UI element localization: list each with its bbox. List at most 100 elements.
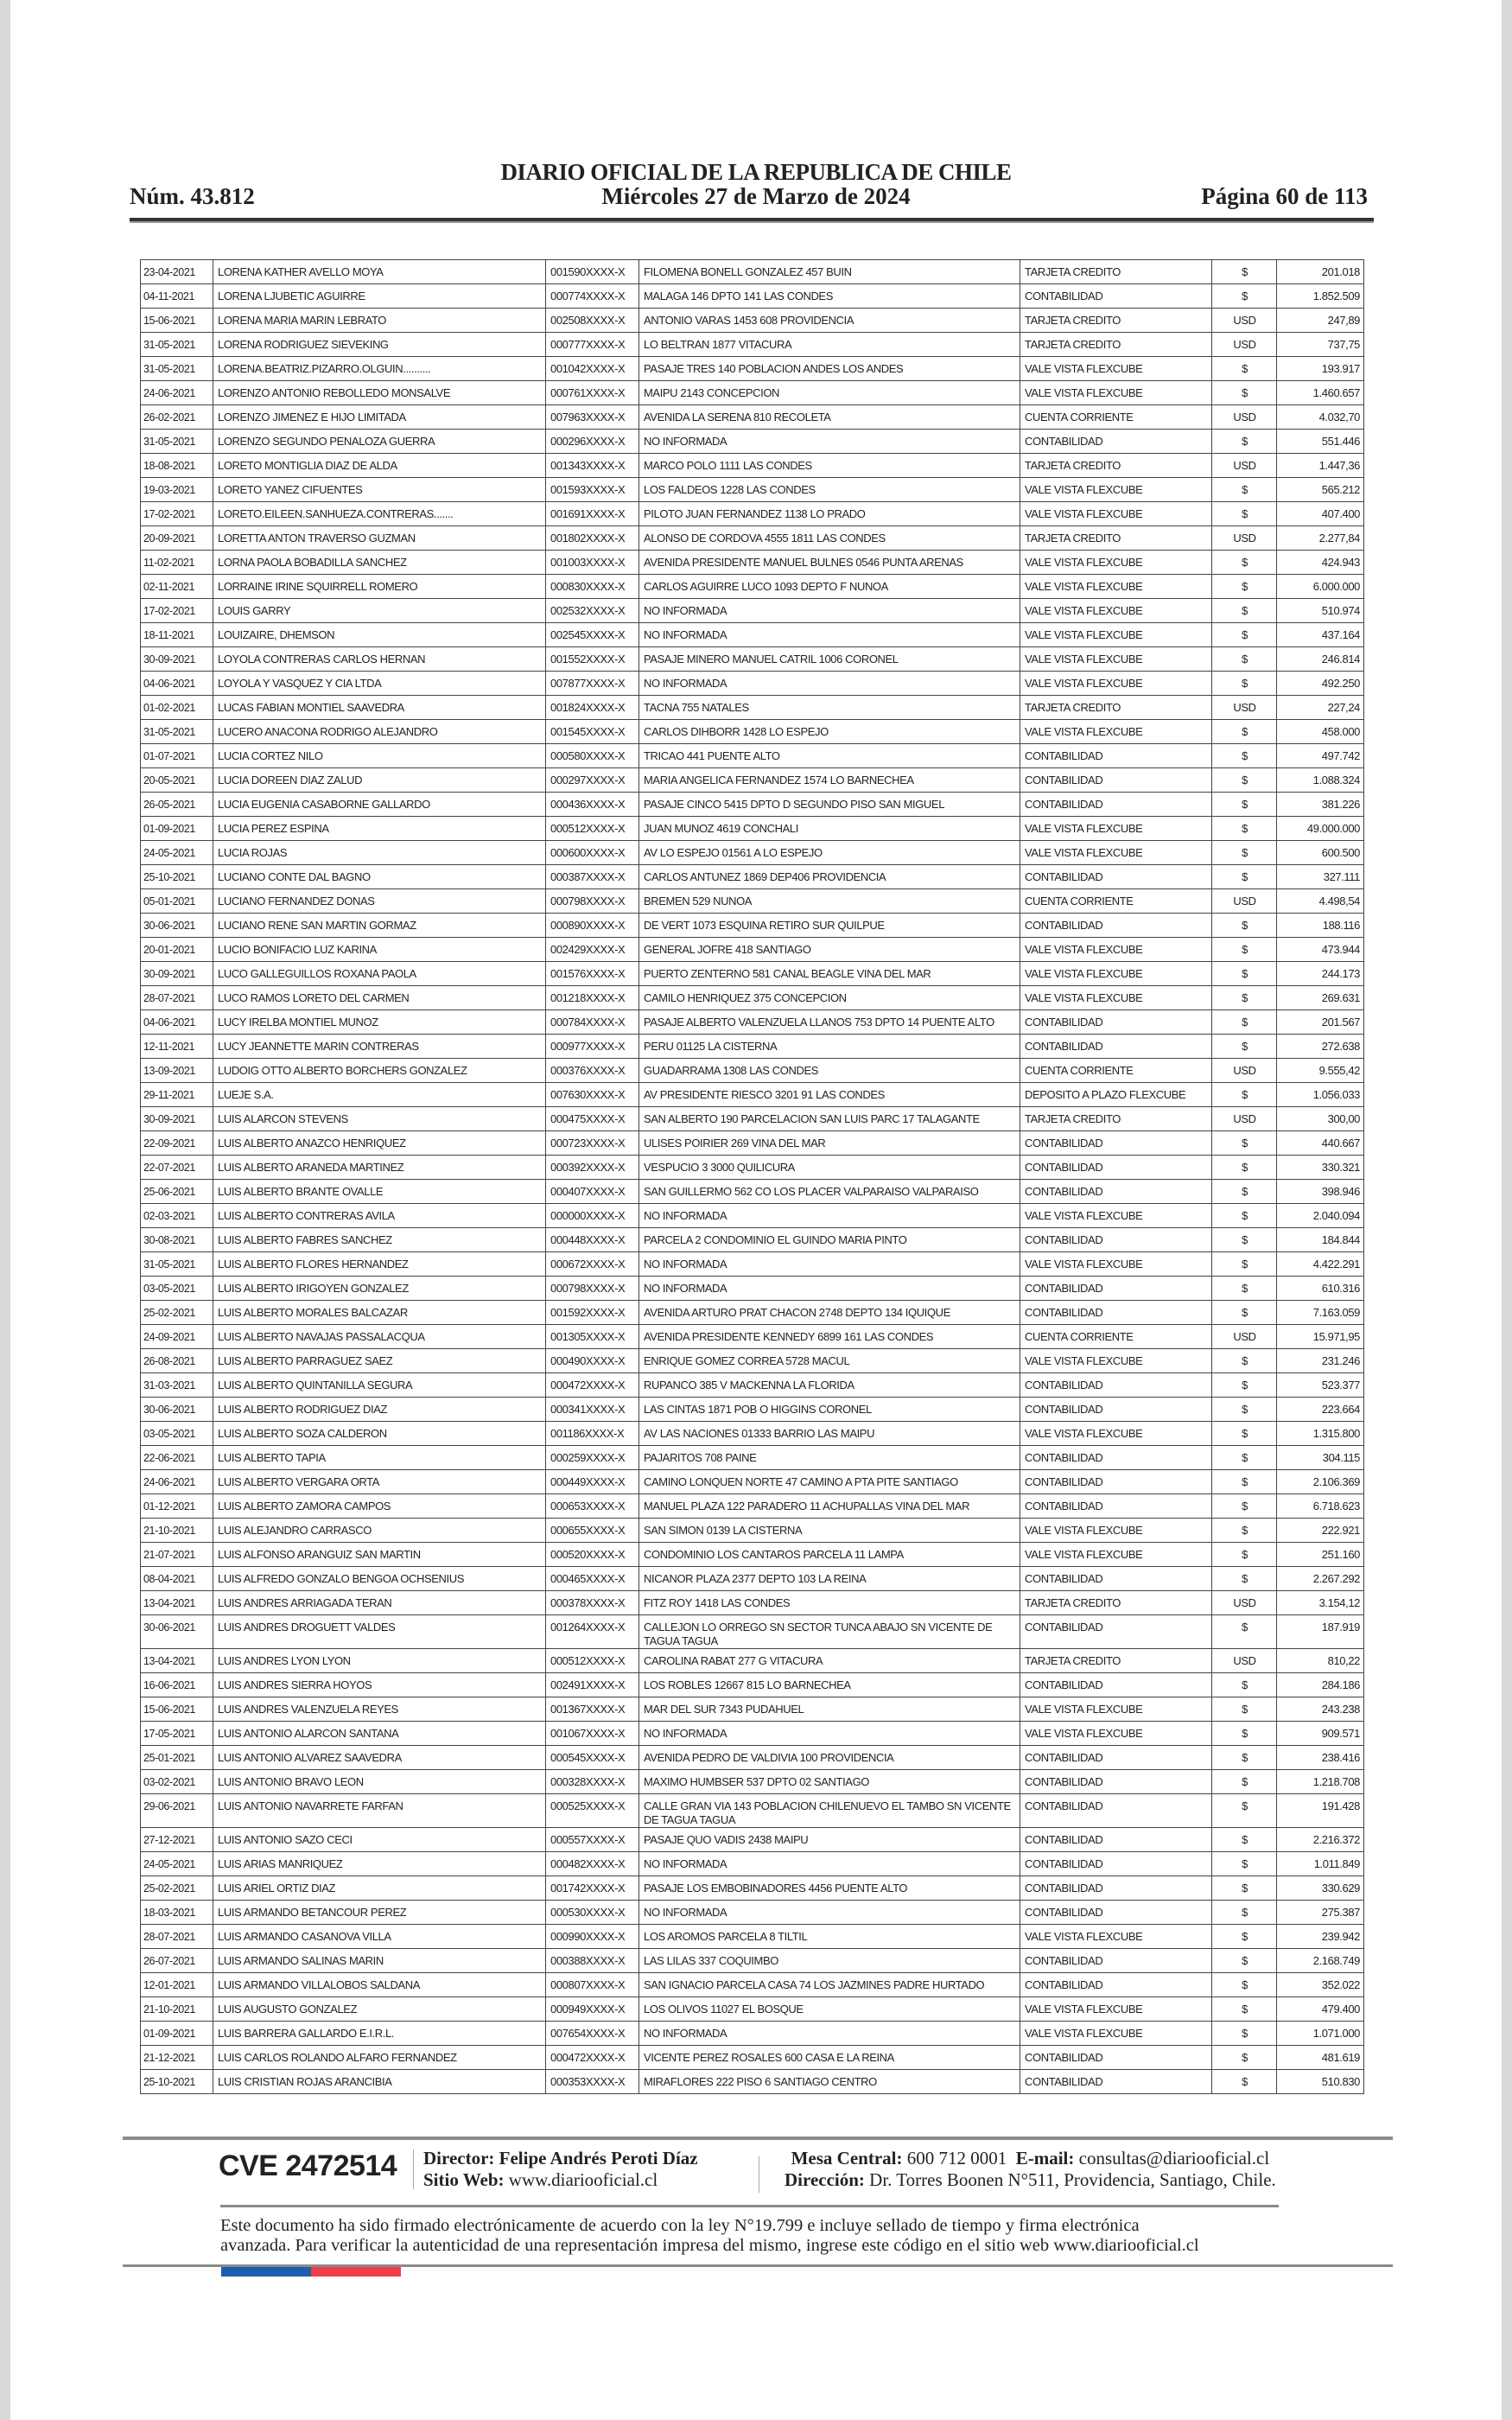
name-cell: LUIS ALBERTO MORALES BALCAZAR (213, 1300, 546, 1325)
address-cell: TACNA 755 NATALES (638, 695, 1020, 720)
address-cell: MAXIMO HUMBSER 537 DPTO 02 SANTIAGO (638, 1769, 1020, 1794)
currency-cell: $ (1211, 864, 1277, 889)
currency-cell: $ (1211, 1155, 1277, 1180)
legal-notice: Este documento ha sido firmado electróni… (220, 2216, 1283, 2256)
date-cell: 25-01-2021 (140, 1745, 213, 1770)
amount-cell: 247,89 (1276, 308, 1364, 333)
email-label: E-mail: (1015, 2148, 1075, 2168)
product-cell: CONTABILIDAD (1020, 1948, 1212, 1973)
currency-cell: $ (1211, 1203, 1277, 1228)
table-row: 01-12-2021 LUIS ALBERTO ZAMORA CAMPOS 0006… (140, 1493, 1364, 1519)
website-link[interactable]: www.diariooficial.cl (508, 2169, 658, 2190)
product-cell: CONTABILIDAD (1020, 1769, 1212, 1794)
name-cell: LUIS ANDRES DROGUETT VALDES (213, 1614, 546, 1649)
currency-cell: $ (1211, 1469, 1277, 1494)
date-cell: 31-05-2021 (140, 719, 213, 744)
name-cell: LUEJE S.A. (213, 1082, 546, 1107)
account-cell: 000600XXXX-X (545, 840, 639, 865)
currency-cell: $ (1211, 913, 1277, 938)
address-cell: PARCELA 2 CONDOMINIO EL GUINDO MARIA PIN… (638, 1227, 1020, 1252)
name-cell: LUCIANO CONTE DAL BAGNO (213, 864, 546, 889)
address-cell: AVENIDA ARTURO PRAT CHACON 2748 DEPTO 13… (638, 1300, 1020, 1325)
currency-cell: $ (1211, 671, 1277, 696)
address-cell: GENERAL JOFRE 418 SANTIAGO (638, 937, 1020, 962)
product-cell: CONTABILIDAD (1020, 429, 1212, 454)
amount-cell: 1.088.324 (1276, 767, 1364, 793)
account-cell: 000407XXXX-X (545, 1179, 639, 1204)
product-cell: CONTABILIDAD (1020, 283, 1212, 309)
date-cell: 31-05-2021 (140, 356, 213, 381)
date-cell: 12-01-2021 (140, 1972, 213, 1997)
name-cell: LUCY IRELBA MONTIEL MUNOZ (213, 1009, 546, 1035)
name-cell: LUIS ALBERTO PARRAGUEZ SAEZ (213, 1348, 546, 1373)
amount-cell: 600.500 (1276, 840, 1364, 865)
name-cell: LUIS ALBERTO FABRES SANCHEZ (213, 1227, 546, 1252)
account-cell: 000798XXXX-X (545, 888, 639, 914)
account-cell: 000545XXXX-X (545, 1745, 639, 1770)
address-cell: MARIA ANGELICA FERNANDEZ 1574 LO BARNECH… (638, 767, 1020, 793)
name-cell: LOUIS GARRY (213, 598, 546, 623)
issue-number: Núm. 43.812 (130, 183, 255, 209)
footer-divider (220, 2205, 1279, 2207)
name-cell: LOYOLA CONTRERAS CARLOS HERNAN (213, 646, 546, 672)
account-cell: 000807XXXX-X (545, 1972, 639, 1997)
address-cell: PERU 01125 LA CISTERNA (638, 1034, 1020, 1059)
account-cell: 000557XXXX-X (545, 1827, 639, 1852)
table-row: 20-01-2021 LUCIO BONIFACIO LUZ KARINA 0024… (140, 937, 1364, 962)
amount-cell: 1.218.708 (1276, 1769, 1364, 1794)
amount-cell: 244.173 (1276, 961, 1364, 986)
account-cell: 001802XXXX-X (545, 525, 639, 551)
product-cell: VALE VISTA FLEXCUBE (1020, 1721, 1212, 1746)
address-cell: PASAJE QUO VADIS 2438 MAIPU (638, 1827, 1020, 1852)
table-row: 31-05-2021 LORENZO SEGUNDO PENALOZA GUERR… (140, 429, 1364, 454)
name-cell: LORETTA ANTON TRAVERSO GUZMAN (213, 525, 546, 551)
email-link[interactable]: consultas@diariooficial.cl (1078, 2148, 1270, 2168)
account-cell: 000653XXXX-X (545, 1493, 639, 1519)
date-cell: 02-03-2021 (140, 1203, 213, 1228)
product-cell: CUENTA CORRIENTE (1020, 1058, 1212, 1083)
amount-cell: 2.106.369 (1276, 1469, 1364, 1494)
date-cell: 11-02-2021 (140, 550, 213, 575)
amount-cell: 1.460.657 (1276, 380, 1364, 405)
currency-cell: $ (1211, 1614, 1277, 1649)
product-cell: VALE VISTA FLEXCUBE (1020, 1421, 1212, 1446)
amount-cell: 15.971,95 (1276, 1324, 1364, 1349)
address-cell: GUADARRAMA 1308 LAS CONDES (638, 1058, 1020, 1083)
product-cell: TARJETA CREDITO (1020, 1106, 1212, 1131)
currency-cell: $ (1211, 743, 1277, 768)
name-cell: LUIS ANTONIO BRAVO LEON (213, 1769, 546, 1794)
currency-cell: $ (1211, 1421, 1277, 1446)
product-cell: VALE VISTA FLEXCUBE (1020, 477, 1212, 502)
amount-cell: 352.022 (1276, 1972, 1364, 1997)
name-cell: LOUIZAIRE, DHEMSON (213, 622, 546, 647)
amount-cell: 251.160 (1276, 1542, 1364, 1567)
address-cell: CAROLINA RABAT 277 G VITACURA (638, 1648, 1020, 1673)
currency-cell: $ (1211, 1130, 1277, 1156)
product-cell: CONTABILIDAD (1020, 1469, 1212, 1494)
address-cell: ENRIQUE GOMEZ CORREA 5728 MACUL (638, 1348, 1020, 1373)
name-cell: LUIS ALBERTO QUINTANILLA SEGURA (213, 1372, 546, 1398)
table-row: 13-09-2021 LUDOIG OTTO ALBERTO BORCHERS G… (140, 1058, 1364, 1083)
currency-cell: $ (1211, 1876, 1277, 1901)
amount-cell: 201.567 (1276, 1009, 1364, 1035)
account-cell: 007877XXXX-X (545, 671, 639, 696)
currency-cell: $ (1211, 1721, 1277, 1746)
table-row: 17-05-2021 LUIS ANTONIO ALARCON SANTANA 00… (140, 1721, 1364, 1746)
table-row: 25-02-2021 LUIS ARIEL ORTIZ DIAZ 001742XXX… (140, 1876, 1364, 1901)
table-row: 11-02-2021 LORNA PAOLA BOBADILLA SANCHEZ 0… (140, 550, 1364, 575)
product-cell: VALE VISTA FLEXCUBE (1020, 1203, 1212, 1228)
date-cell: 13-04-2021 (140, 1590, 213, 1615)
currency-cell: $ (1211, 1697, 1277, 1722)
name-cell: LUCIA CORTEZ NILO (213, 743, 546, 768)
address-cell: AV LAS NACIONES 01333 BARRIO LAS MAIPU (638, 1421, 1020, 1446)
phone-label: Mesa Central: (791, 2148, 903, 2168)
table-row: 03-05-2021 LUIS ALBERTO SOZA CALDERON 0011… (140, 1421, 1364, 1446)
table-row: 04-11-2021 LORENA LJUBETIC AGUIRRE 000774X… (140, 283, 1364, 309)
address-cell: SAN SIMON 0139 LA CISTERNA (638, 1518, 1020, 1543)
address-cell: TRICAO 441 PUENTE ALTO (638, 743, 1020, 768)
amount-cell: 284.186 (1276, 1672, 1364, 1697)
name-cell: LUIS ALBERTO BRANTE OVALLE (213, 1179, 546, 1204)
table-row: 30-06-2021 LUIS ALBERTO RODRIGUEZ DIAZ 000… (140, 1397, 1364, 1422)
address-cell: NO INFORMADA (638, 1900, 1020, 1925)
name-cell: LUIS ANTONIO ALVAREZ SAAVEDRA (213, 1745, 546, 1770)
